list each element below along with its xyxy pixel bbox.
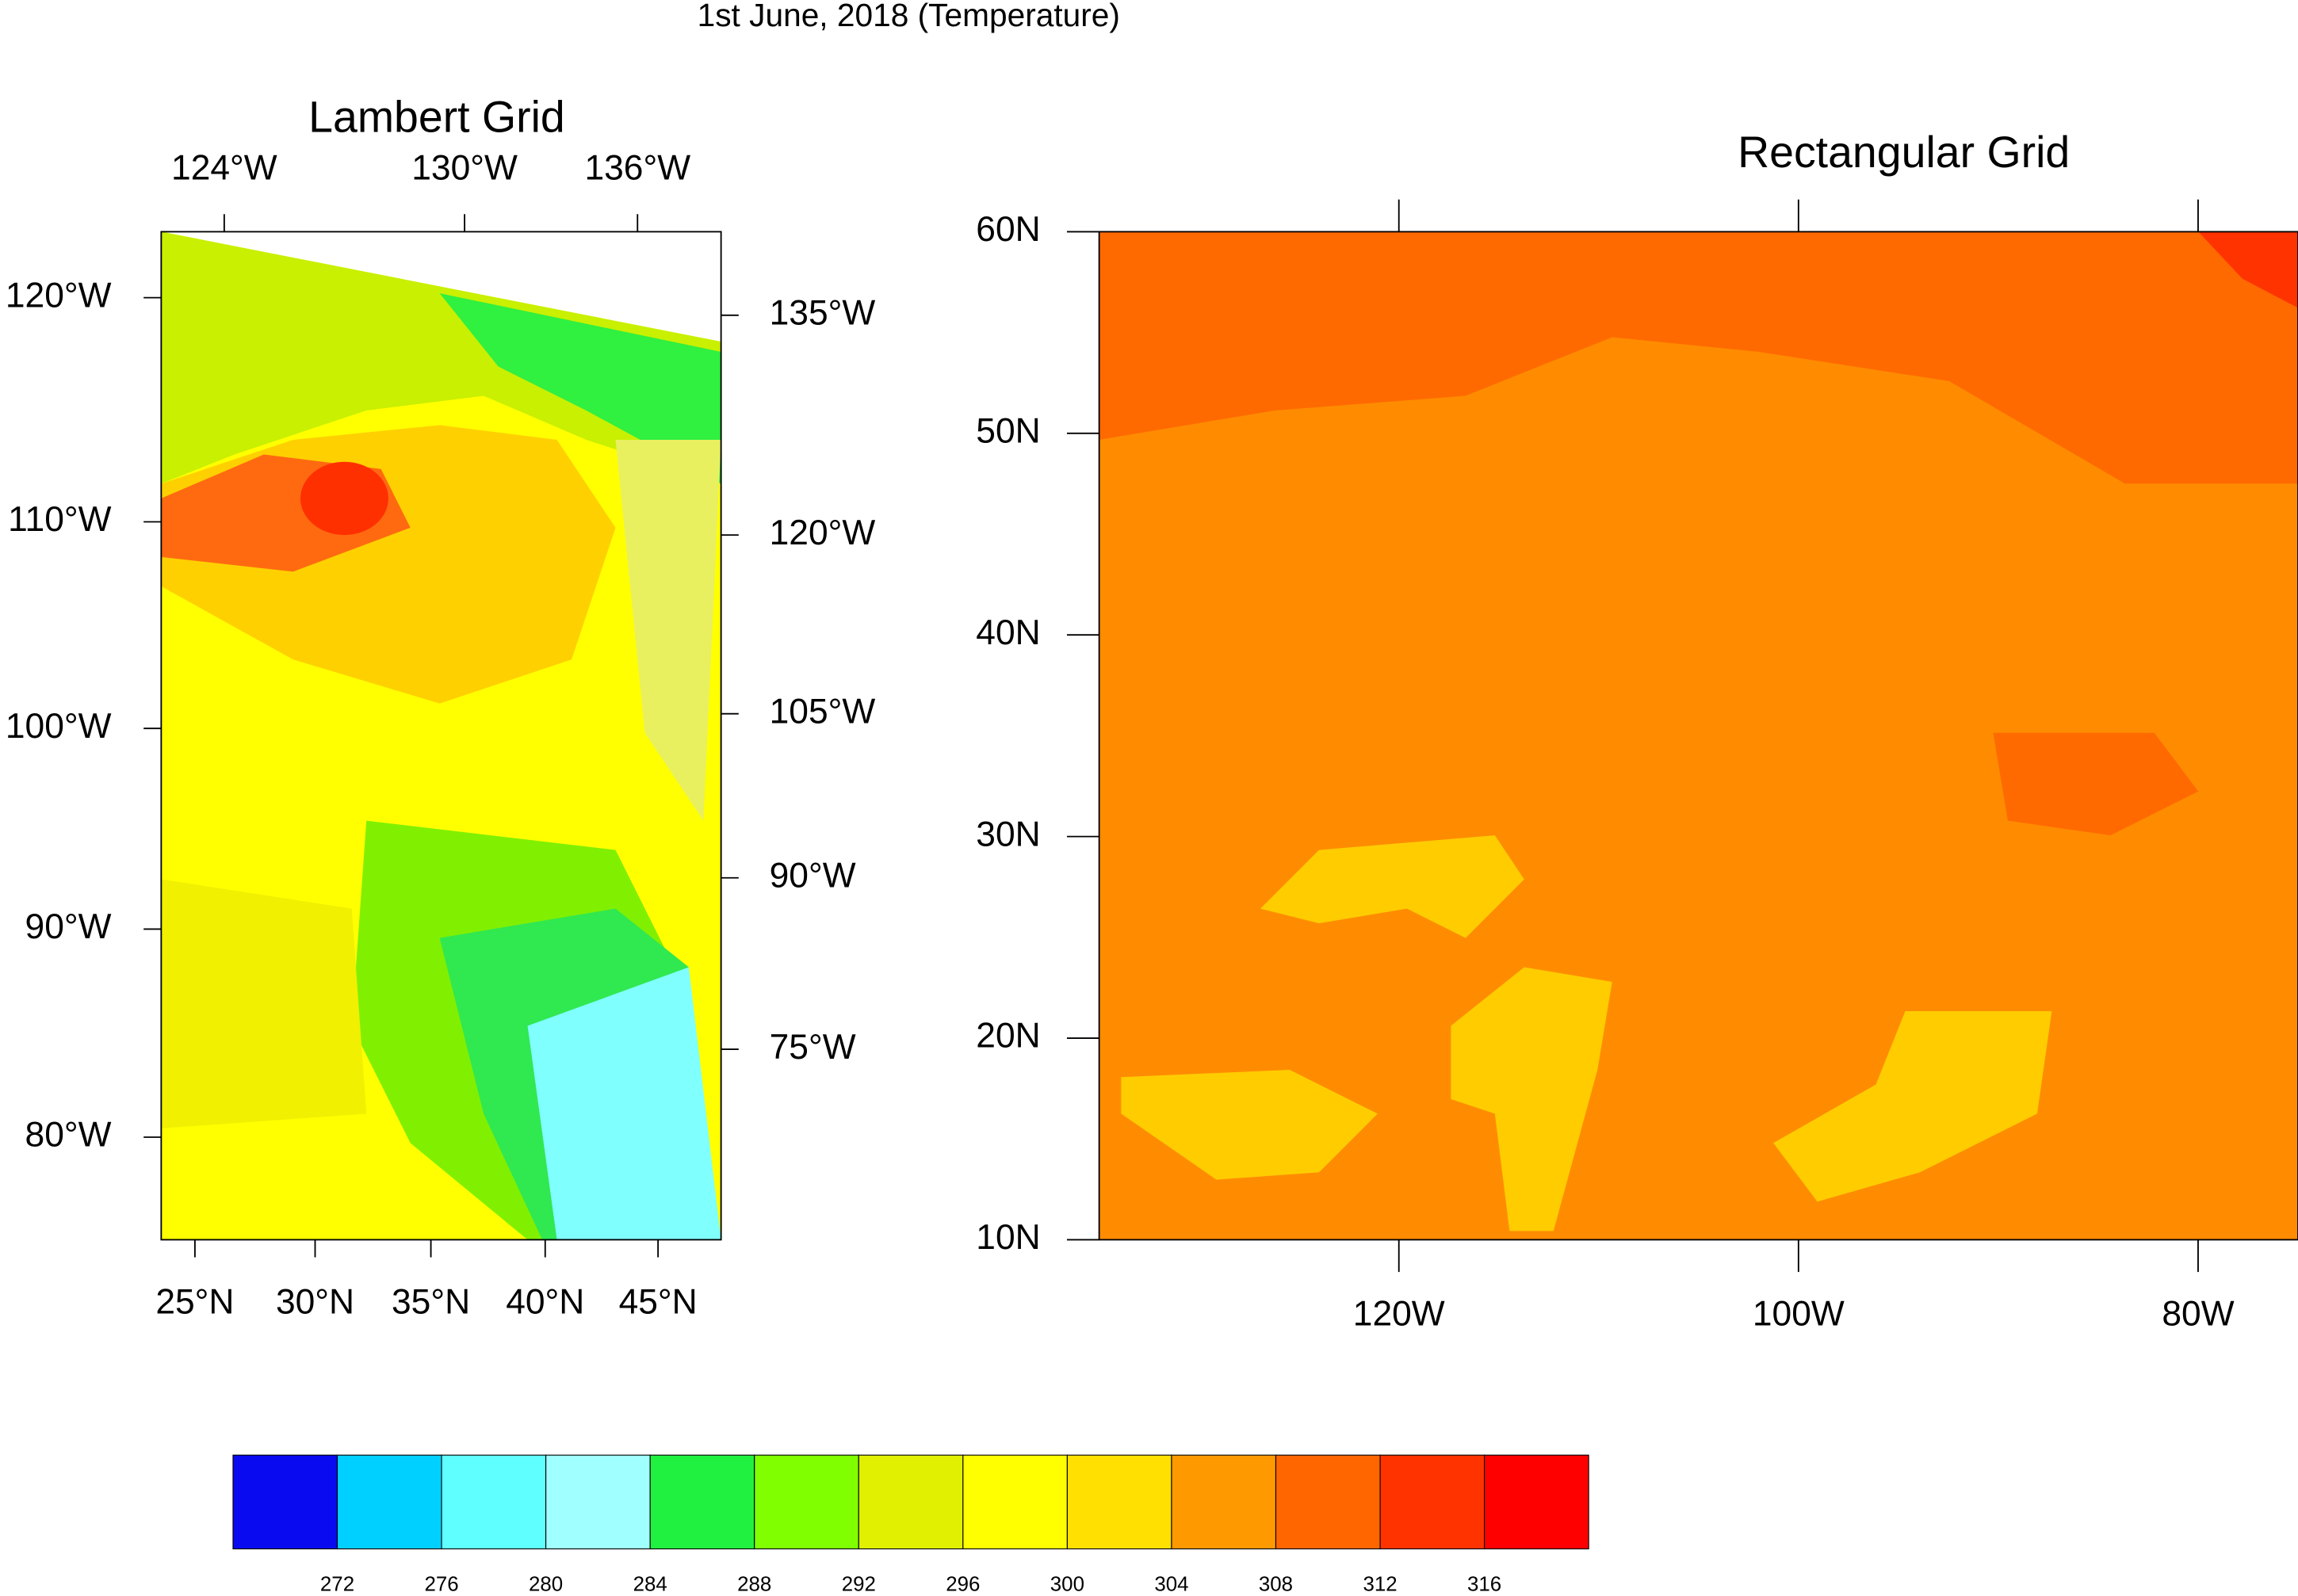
colorbar-label: 292: [842, 1574, 876, 1596]
colorbar-label: 284: [633, 1574, 667, 1596]
left-panel-title: Lambert Grid: [308, 93, 565, 142]
top-label: 130°W: [411, 148, 518, 187]
bottom-label: 40°N: [506, 1282, 584, 1321]
colorbar-box: [858, 1454, 964, 1550]
right-panel-title: Rectangular Grid: [1738, 128, 2070, 177]
right-label: 120°W: [770, 514, 876, 552]
y-tick-label: 40N: [976, 613, 1040, 652]
bottom-label: 30°N: [276, 1282, 354, 1321]
left-label: 120°W: [6, 276, 112, 315]
colorbar-label: 288: [737, 1574, 771, 1596]
top-label: 124°W: [171, 148, 277, 187]
y-tick-label: 10N: [976, 1218, 1040, 1257]
colorbar-label: 280: [529, 1574, 563, 1596]
bottom-label: 35°N: [392, 1282, 470, 1321]
right-label: 90°W: [770, 856, 856, 895]
colorbar-box: [649, 1454, 755, 1550]
top-label: 136°W: [584, 148, 690, 187]
colorbar-box: [1171, 1454, 1277, 1550]
colorbar-box: [336, 1454, 442, 1550]
y-tick-label: 20N: [976, 1017, 1040, 1056]
figure-title: 1st June, 2018 (Temperature): [698, 0, 1120, 33]
x-tick-label: 80W: [2162, 1294, 2234, 1333]
bottom-label: 45°N: [619, 1282, 698, 1321]
colorbar-box: [232, 1454, 338, 1550]
colorbar-label: 300: [1050, 1574, 1084, 1596]
right-label: 135°W: [770, 294, 876, 333]
colorbar-label: 296: [946, 1574, 980, 1596]
rect-field: [1098, 231, 2298, 1241]
colorbar-label: 316: [1467, 1574, 1501, 1596]
y-tick-label: 50N: [976, 412, 1040, 451]
y-tick-label: 30N: [976, 815, 1040, 853]
colorbar-box: [1379, 1454, 1485, 1550]
bottom-label: 25°N: [155, 1282, 234, 1321]
x-tick-label: 120W: [1353, 1294, 1445, 1333]
left-label: 110°W: [8, 500, 111, 539]
colorbar-box: [441, 1454, 547, 1550]
colorbar-box: [754, 1454, 859, 1550]
right-label: 75°W: [770, 1028, 856, 1067]
colorbar-label: 304: [1154, 1574, 1188, 1596]
colorbar-label: 276: [424, 1574, 458, 1596]
left-label: 90°W: [25, 907, 112, 946]
right-label: 105°W: [770, 692, 876, 731]
x-tick-label: 100W: [1753, 1294, 1845, 1333]
y-tick-label: 60N: [976, 210, 1040, 249]
colorbar-label: 272: [320, 1574, 354, 1596]
colorbar-box: [1066, 1454, 1172, 1550]
left-label: 80°W: [25, 1116, 112, 1155]
colorbar-box: [1484, 1454, 1589, 1550]
colorbar-box: [545, 1454, 651, 1550]
left-label: 100°W: [6, 707, 112, 746]
colorbar-box: [962, 1454, 1068, 1550]
colorbar-label: 308: [1259, 1574, 1293, 1596]
colorbar-box: [1275, 1454, 1381, 1550]
colorbar-label: 312: [1363, 1574, 1397, 1596]
lambert-field: [160, 231, 722, 1241]
